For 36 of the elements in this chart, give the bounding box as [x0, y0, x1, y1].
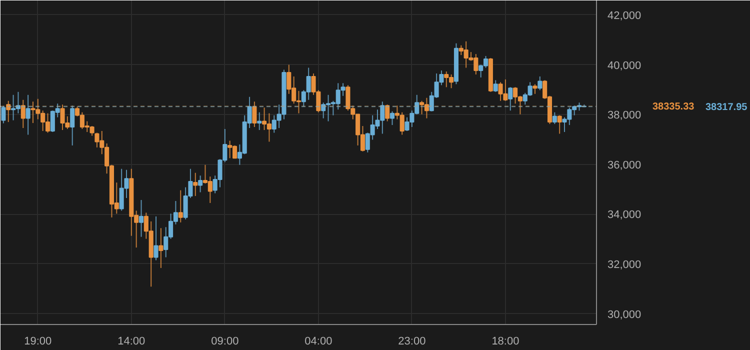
candlestick	[198, 175, 203, 193]
y-tick-label: 40,000	[608, 60, 642, 72]
y-tick-label: 34,000	[608, 209, 642, 222]
candlestick	[390, 110, 395, 126]
candlestick	[154, 216, 158, 261]
candlestick	[193, 172, 198, 196]
candlestick	[20, 99, 26, 129]
y-tick-label: 38,000	[608, 110, 642, 122]
candlestick	[493, 80, 498, 92]
x-tick-label: 23:00	[398, 336, 426, 348]
candlestick	[552, 112, 557, 125]
candlestick	[26, 94, 30, 136]
candlestick	[532, 84, 538, 94]
candlestick	[178, 190, 183, 223]
y-tick-label: 30,000	[608, 308, 642, 321]
candlestick	[138, 199, 144, 238]
candlestick	[70, 105, 75, 146]
candlestick	[257, 112, 262, 130]
candlestick	[1, 105, 6, 124]
x-tick-label: 19:00	[24, 336, 52, 348]
y-tick-label: 36,000	[608, 159, 642, 172]
ref-line-label: 38335.33	[652, 102, 695, 113]
candlestick	[508, 86, 513, 112]
candlestick	[158, 228, 164, 268]
y-tick-label: 42,000	[608, 10, 642, 22]
candlestick	[538, 76, 542, 91]
y-tick-label: 32,000	[608, 258, 642, 271]
x-tick-label: 09:00	[211, 336, 239, 348]
candlestick	[6, 100, 11, 123]
candlestick	[557, 114, 562, 134]
x-tick-label: 18:00	[492, 336, 520, 348]
x-tick-label: 04:00	[304, 336, 332, 348]
x-tick-label: 14:00	[118, 336, 146, 348]
ref-line-label: 38317.95	[706, 102, 748, 114]
candlestick	[385, 104, 390, 122]
candlestick	[252, 101, 257, 128]
